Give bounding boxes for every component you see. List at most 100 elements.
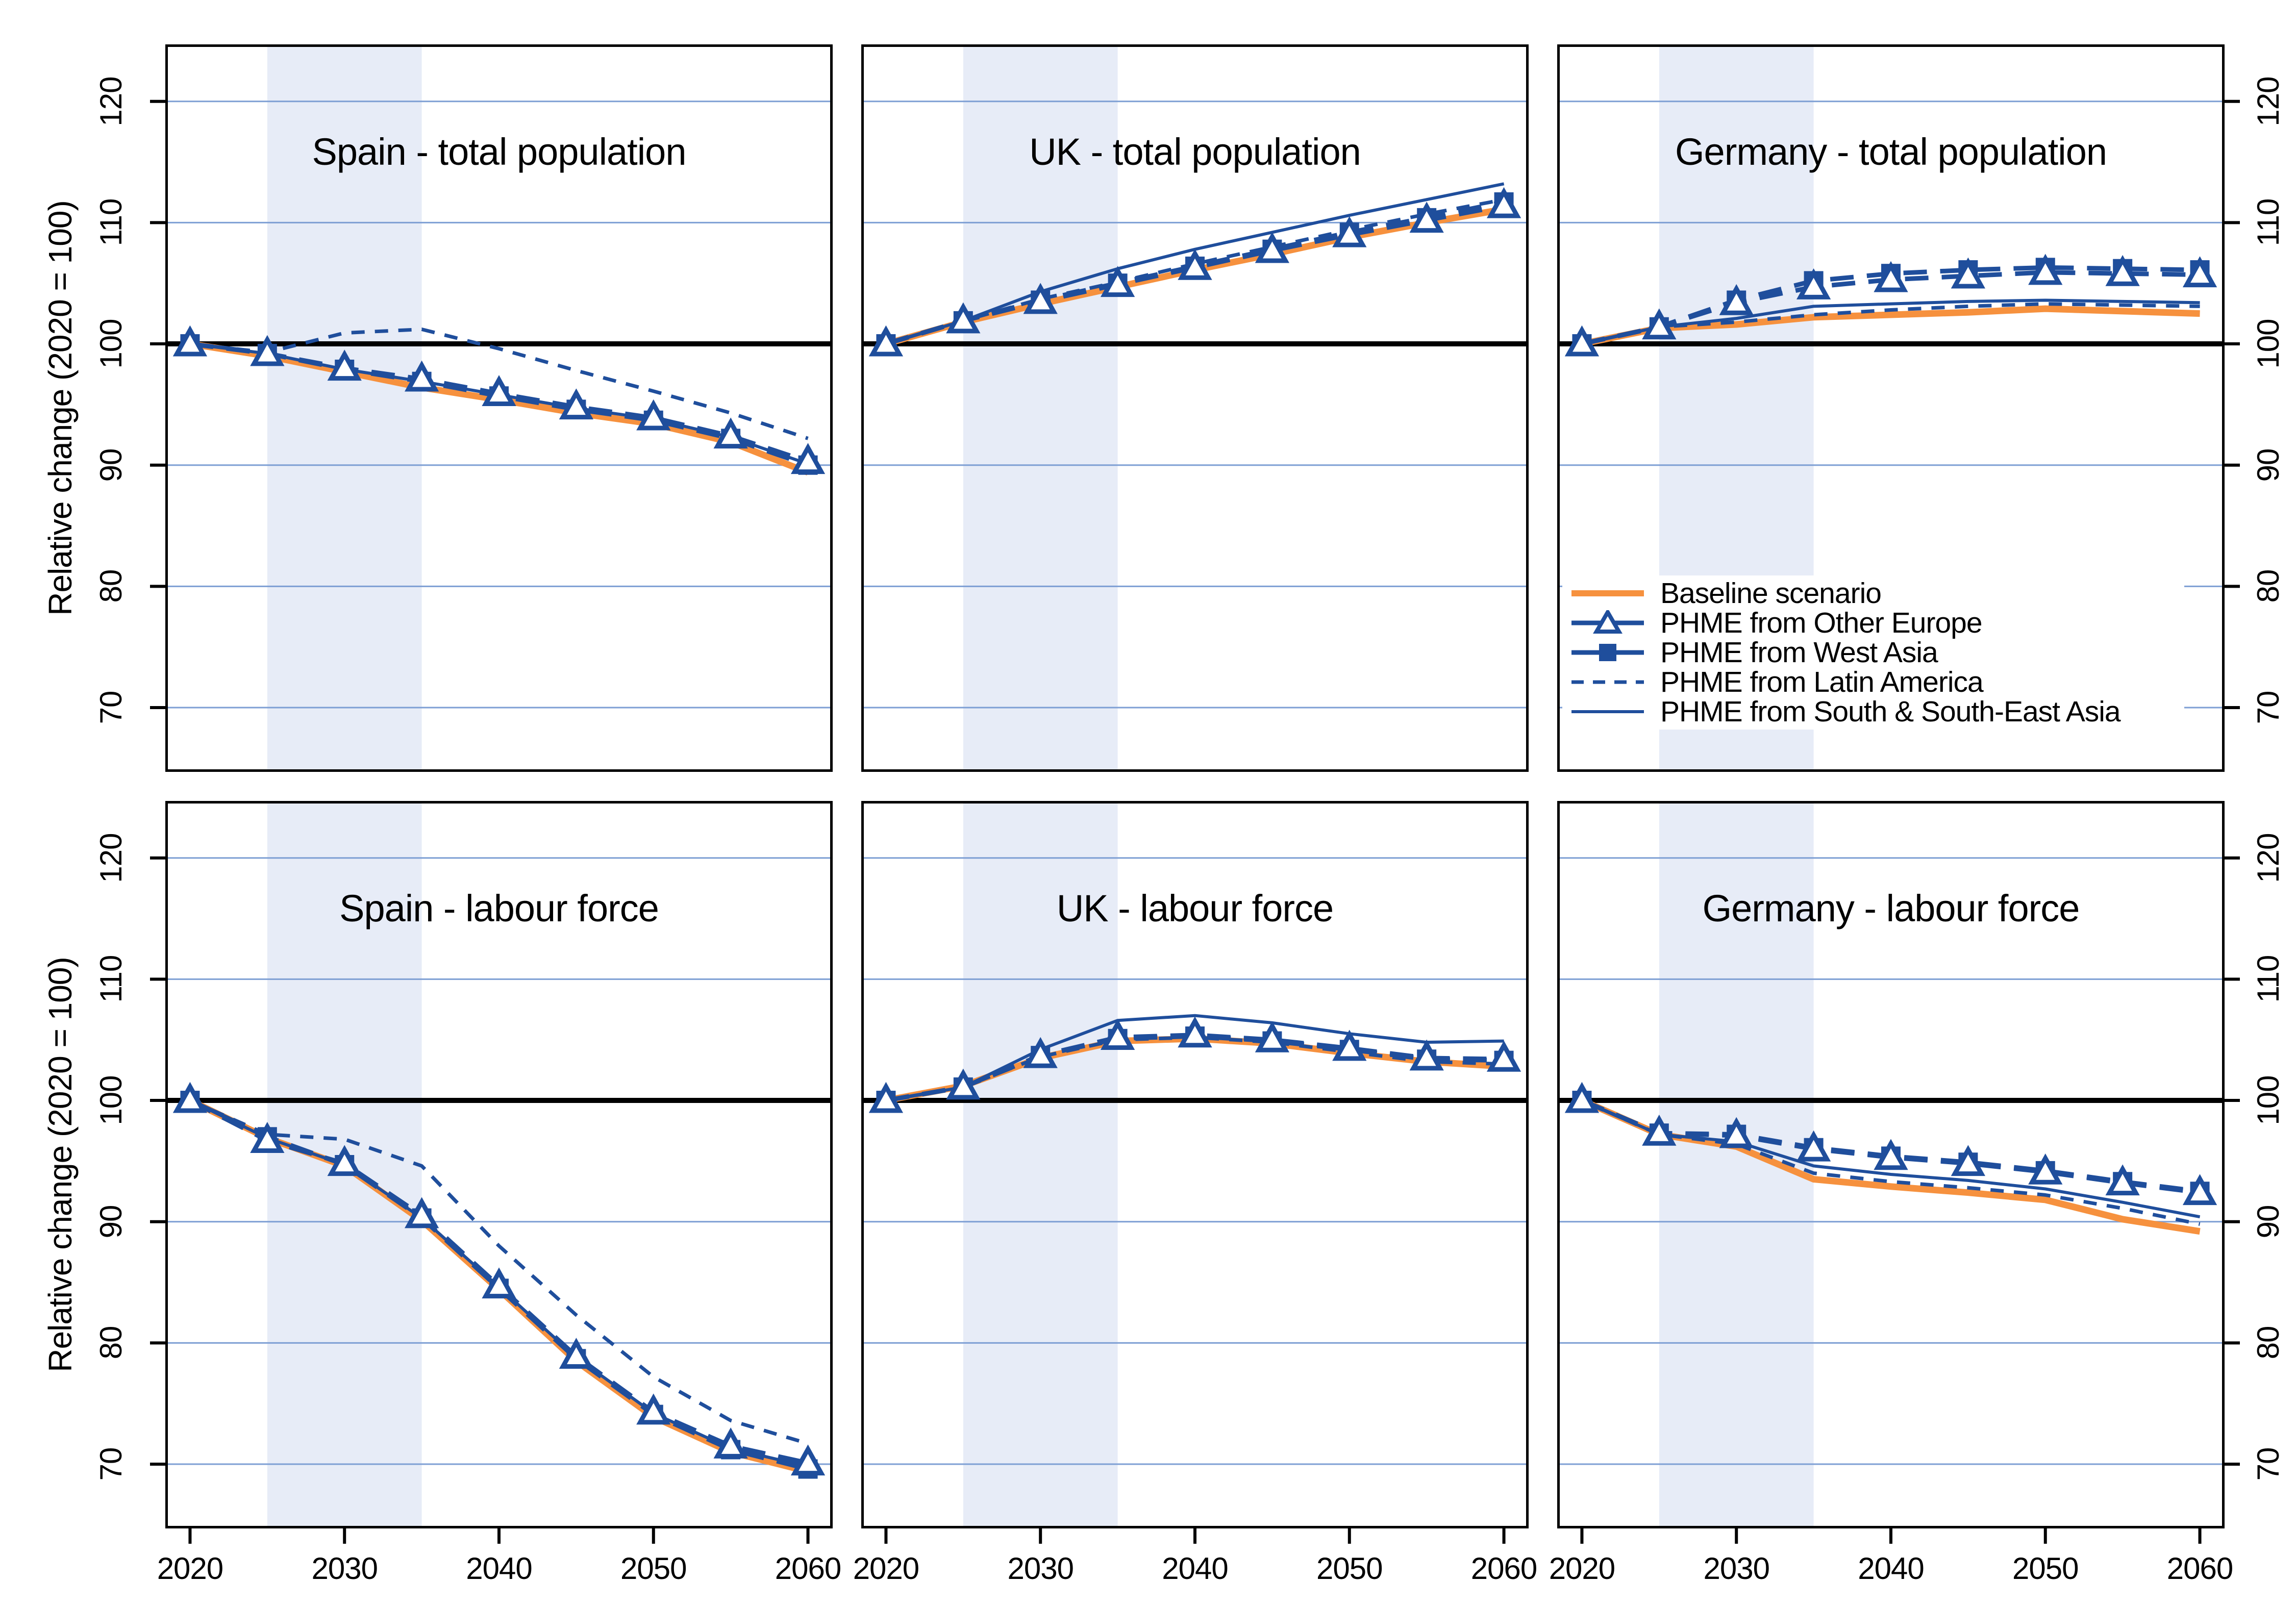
y-axis-tick-label: 120 [2251, 833, 2285, 883]
panel [150, 44, 833, 772]
triangle-marker [1100, 1019, 1135, 1050]
triangle-marker [1719, 1117, 1754, 1148]
y-axis-tick-label: 100 [2251, 319, 2285, 369]
triangle-marker [1642, 1114, 1677, 1146]
triangle-marker [1951, 1145, 1986, 1176]
legend-sample-solid-line [1571, 710, 1644, 713]
y-axis-tick-label: 120 [94, 833, 128, 883]
y-axis-tick-label: 90 [2251, 448, 2285, 482]
triangle-marker [1255, 1021, 1290, 1052]
triangle-marker [1564, 1082, 1600, 1113]
triangle-marker [636, 1393, 671, 1425]
y-axis-tick-label: 120 [2251, 77, 2285, 127]
triangle-marker [250, 1122, 285, 1153]
triangle-marker [1332, 216, 1367, 247]
legend-item: PHME from Latin America [1569, 666, 2184, 698]
shaded-band [963, 801, 1118, 1528]
y-axis-tick-label: 90 [2251, 1205, 2285, 1239]
panel-title-germany-labour-force: Germany - labour force [1702, 887, 2080, 930]
triangle-marker [172, 1082, 208, 1113]
panel [861, 44, 1529, 772]
triangle-marker [636, 399, 671, 431]
triangle-marker [868, 1082, 904, 1113]
y-axis-tick-label: 70 [2251, 1447, 2285, 1481]
y-axis-tick-label: 70 [94, 691, 128, 724]
x-axis-tick-label: 2060 [775, 1551, 841, 1586]
panel-border [1557, 801, 2225, 1528]
triangle-marker [1796, 268, 1831, 299]
y-axis-label-top-row: Relative change (2020 = 100) [42, 200, 79, 616]
triangle-marker [868, 325, 904, 357]
y-axis-tick-label: 90 [94, 1205, 128, 1239]
legend-sample-dashed-line [1571, 680, 1644, 684]
y-axis-tick-label: 100 [2251, 1075, 2285, 1125]
panel-title-spain-labour-force: Spain - labour force [339, 887, 659, 930]
triangle-marker [946, 302, 981, 334]
triangle-marker [482, 1267, 516, 1299]
triangle-marker [1642, 308, 1677, 340]
x-axis-tick-label: 2060 [2166, 1551, 2233, 1586]
series-south_se_asia [1581, 298, 2200, 345]
triangle-marker [559, 1338, 594, 1369]
y-axis-tick-label: 70 [2251, 691, 2285, 724]
panel [861, 801, 1529, 1544]
y-axis-tick-label: 80 [94, 569, 128, 603]
triangle-marker [1409, 1039, 1444, 1071]
panel-border [861, 44, 1529, 772]
x-axis-tick-label: 2030 [311, 1551, 378, 1586]
shaded-band [267, 44, 422, 772]
triangle-marker [946, 1068, 981, 1100]
triangle-marker [404, 1197, 439, 1228]
y-axis-tick-label: 110 [94, 956, 128, 1003]
square-marker [1599, 644, 1616, 661]
y-axis-tick-label: 80 [94, 1326, 128, 1360]
x-axis-tick-label: 2020 [157, 1551, 223, 1586]
triangle-marker [2028, 1153, 2063, 1185]
legend-sample-triangle-line [1571, 610, 1644, 634]
triangle-marker [559, 388, 594, 420]
triangle-marker [1332, 1030, 1367, 1061]
panel [1557, 801, 2240, 1544]
triangle-marker [1023, 283, 1058, 314]
panel-border [165, 44, 833, 772]
triangle-marker [1874, 1139, 1908, 1170]
triangle-marker [1796, 1130, 1831, 1162]
panel-border [165, 801, 833, 1528]
y-axis-tick-label: 80 [2251, 1326, 2285, 1360]
x-axis-tick-label: 2030 [1007, 1551, 1074, 1586]
triangle-marker [790, 1444, 826, 1476]
series-west_asia [885, 199, 1505, 346]
panel-border [1557, 44, 2225, 772]
y-axis-tick-label: 110 [2251, 956, 2285, 1003]
legend-label: Baseline scenario [1660, 577, 1882, 610]
triangle-marker [250, 335, 285, 366]
legend-sample-square-line [1571, 644, 1644, 661]
triangle-marker [1593, 610, 1623, 634]
panel-title-spain-total-population: Spain - total population [312, 131, 687, 173]
triangle-marker [2182, 256, 2217, 288]
y-axis-tick-label: 100 [94, 319, 128, 369]
series-other_europe [885, 1033, 1504, 1103]
y-axis-tick-label: 100 [94, 1075, 128, 1125]
x-axis-tick-label: 2020 [853, 1551, 919, 1586]
triangle-marker [2105, 255, 2140, 286]
triangle-marker [2105, 1164, 2140, 1196]
y-axis-tick-label: 110 [2251, 199, 2285, 246]
x-axis-tick-label: 2040 [1162, 1551, 1228, 1586]
triangle-marker [482, 375, 516, 406]
y-axis-tick-label: 90 [94, 448, 128, 482]
triangle-marker [1178, 249, 1212, 280]
series-baseline [1580, 1097, 2201, 1235]
x-axis-tick-label: 2040 [466, 1551, 532, 1586]
triangle-marker [713, 1427, 748, 1459]
panel-title-uk-labour-force: UK - labour force [1056, 887, 1334, 930]
triangle-marker [1951, 257, 1986, 289]
x-axis-tick-label: 2060 [1470, 1551, 1537, 1586]
triangle-marker [1100, 266, 1135, 297]
triangle-marker [2182, 1174, 2217, 1206]
triangle-marker [1255, 232, 1290, 263]
series-latin_america [189, 1098, 809, 1445]
legend-label: PHME from West Asia [1660, 636, 1938, 669]
